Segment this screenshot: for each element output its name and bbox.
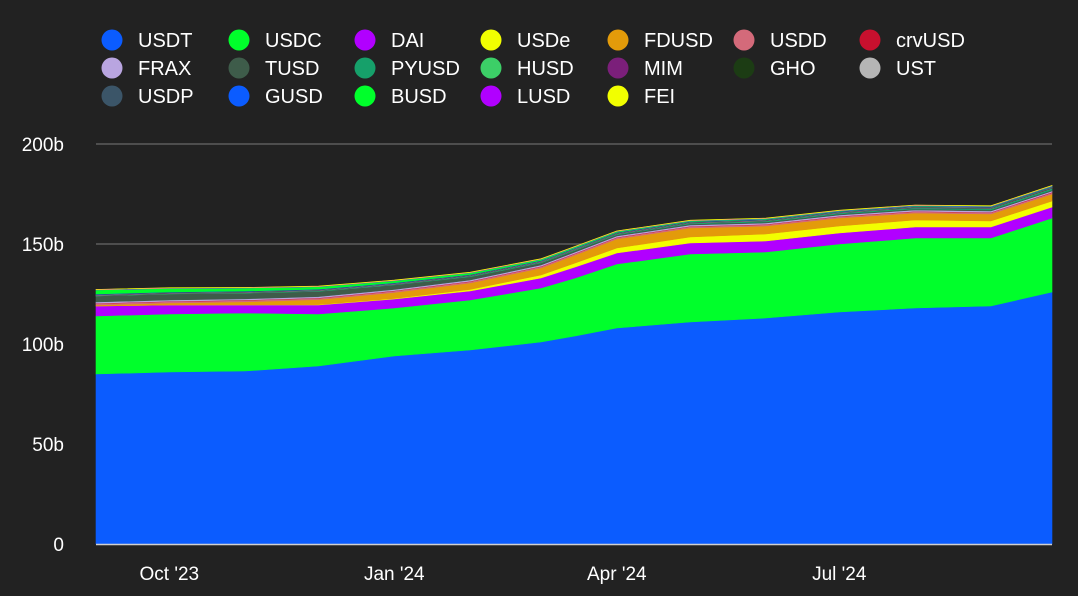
legend-label: USDD [770,30,827,52]
legend-item-gusd: GUSD [228,85,323,108]
legend: USDT USDC DAI USDe FDUSD USDD crvUSD FRAX TUSD PY… [101,29,965,108]
legend-swatch [480,57,502,79]
legend-label: USDT [138,30,192,52]
legend-item-crvusd: crvUSD [859,29,965,52]
y-tick-label: 150b [22,235,64,256]
legend-label: LUSD [517,86,570,108]
area-series [95,184,1053,545]
y-tick-label: 50b [32,435,64,456]
legend-swatch [859,29,881,51]
legend-swatch [480,85,502,107]
y-tick-label: 0 [53,535,64,556]
legend-label: BUSD [391,86,447,108]
legend-label: PYUSD [391,58,460,80]
legend-item-usdt: USDT [101,29,192,52]
x-tick-label: Apr '24 [587,564,647,585]
legend-label: FEI [644,86,675,108]
legend-item-frax: FRAX [101,57,191,80]
legend-item-usdd: USDD [733,29,827,52]
x-tick-label: Jul '24 [812,564,867,585]
legend-label: FRAX [138,58,191,80]
legend-label: MIM [644,58,683,80]
legend-item-tusd: TUSD [228,57,319,80]
legend-swatch [354,85,376,107]
legend-item-dai: DAI [354,29,424,52]
y-tick-label: 200b [22,135,64,156]
legend-label: crvUSD [896,30,965,52]
x-tick-label: Oct '23 [140,564,200,585]
legend-label: USDP [138,86,194,108]
legend-swatch [228,29,250,51]
legend-label: USDC [265,30,322,52]
legend-swatch [733,57,755,79]
legend-item-busd: BUSD [354,85,447,108]
legend-swatch [228,57,250,79]
legend-swatch [480,29,502,51]
legend-label: FDUSD [644,30,713,52]
legend-item-mim: MIM [607,57,683,80]
legend-swatch [607,57,629,79]
legend-item-husd: HUSD [480,57,574,80]
legend-swatch [354,29,376,51]
legend-label: HUSD [517,58,574,80]
x-tick-label: Jan '24 [364,564,425,585]
legend-label: TUSD [265,58,319,80]
legend-swatch [607,29,629,51]
legend-label: USDe [517,30,570,52]
legend-label: GHO [770,58,816,80]
legend-swatch [101,29,123,51]
legend-item-pyusd: PYUSD [354,57,460,80]
legend-swatch [607,85,629,107]
legend-item-ust: UST [859,57,936,80]
legend-label: DAI [391,30,424,52]
legend-swatch [859,57,881,79]
legend-item-lusd: LUSD [480,85,570,108]
legend-item-fei: FEI [607,85,675,108]
legend-swatch [101,85,123,107]
legend-item-usdp: USDP [101,85,194,108]
legend-item-usdc: USDC [228,29,322,52]
legend-label: UST [896,58,936,80]
legend-swatch [228,85,250,107]
legend-swatch [101,57,123,79]
legend-swatch [354,57,376,79]
legend-label: GUSD [265,86,323,108]
legend-swatch [733,29,755,51]
legend-item-fdusd: FDUSD [607,29,713,52]
area-fei [95,184,1053,290]
y-tick-label: 100b [22,335,64,356]
legend-item-usde: USDe [480,29,570,52]
legend-item-gho: GHO [733,57,816,80]
